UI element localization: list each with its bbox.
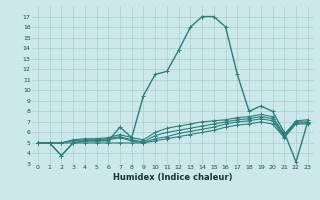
X-axis label: Humidex (Indice chaleur): Humidex (Indice chaleur) (113, 173, 233, 182)
